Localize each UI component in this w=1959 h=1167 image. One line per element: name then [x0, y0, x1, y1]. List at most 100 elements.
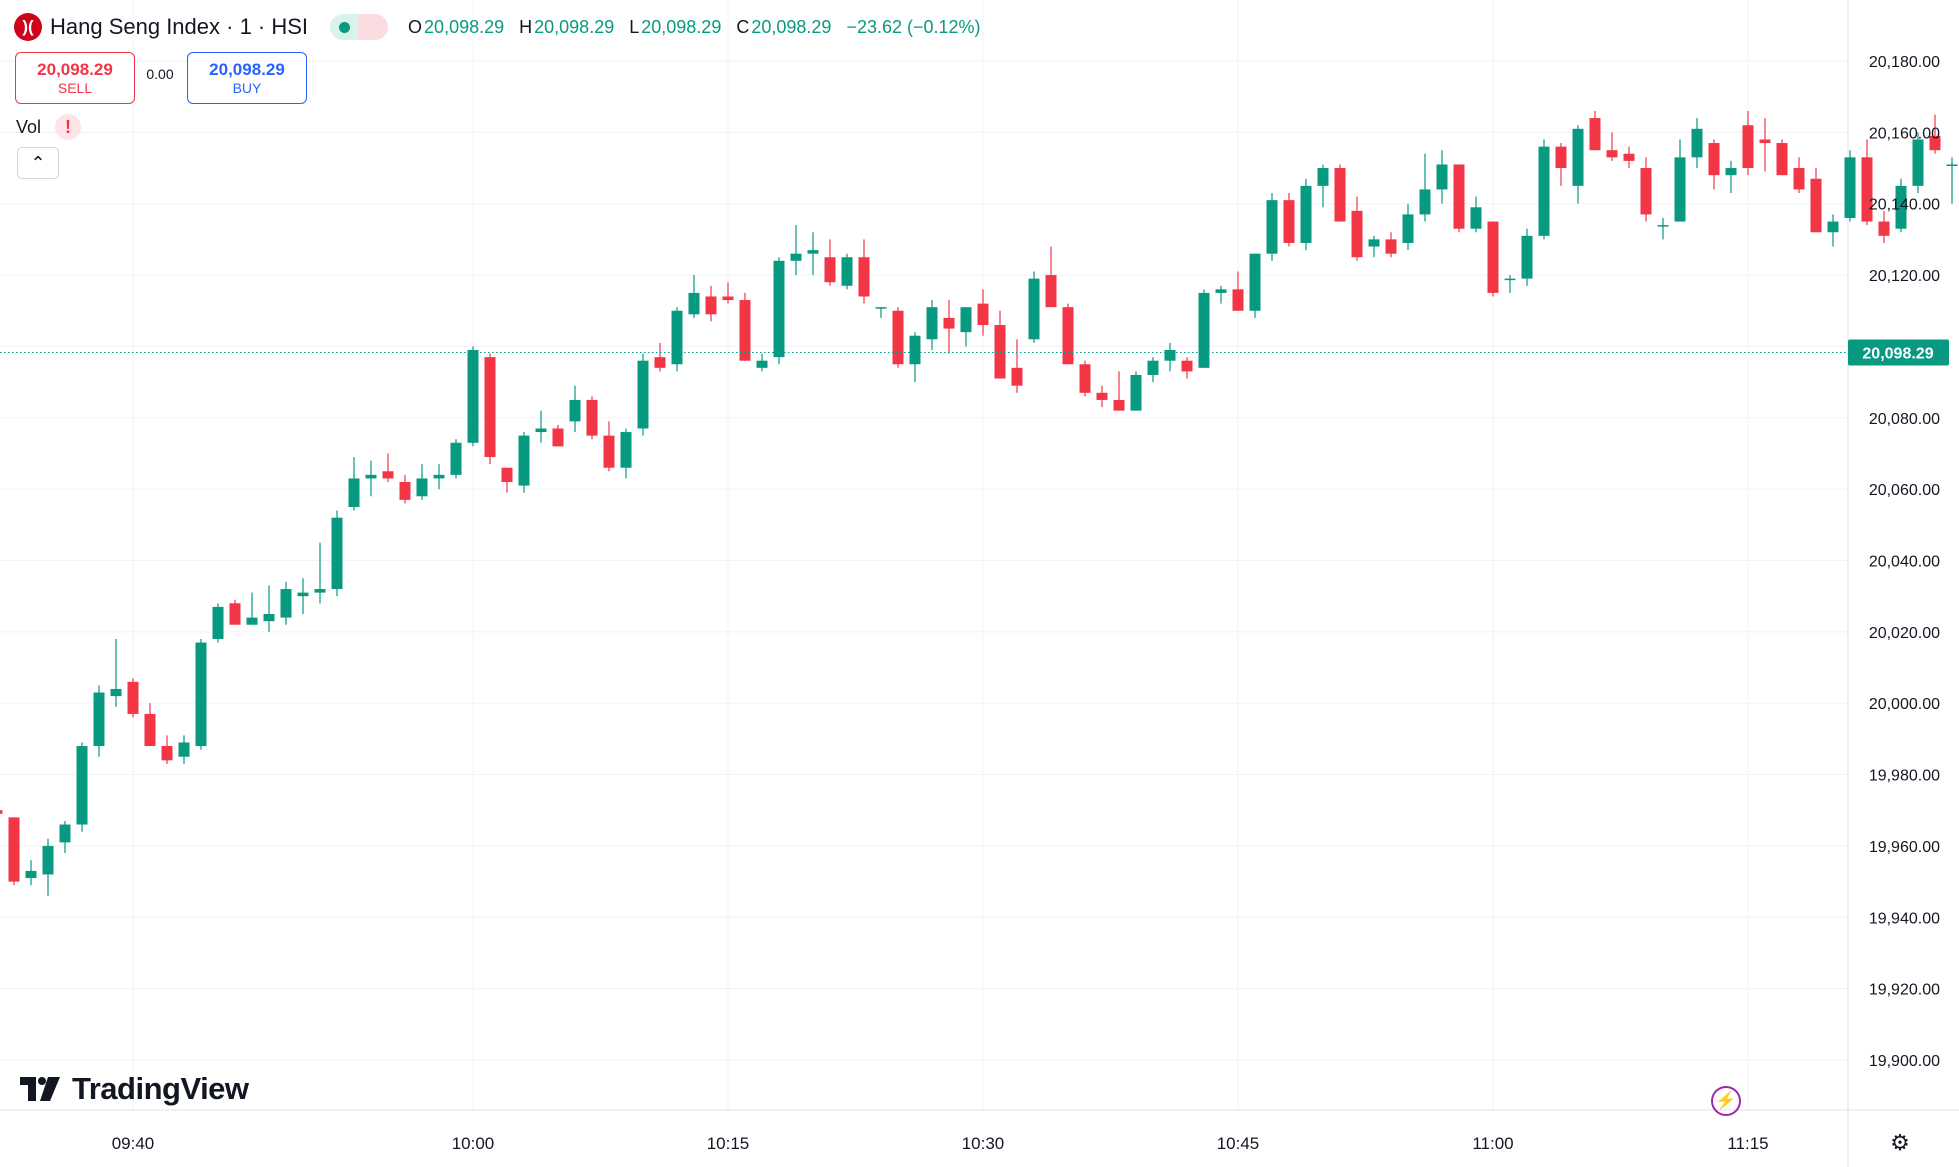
candle-body[interactable] [1385, 239, 1397, 254]
candle-body[interactable] [1555, 146, 1567, 169]
candle-body[interactable] [501, 467, 513, 483]
candle-body[interactable] [1198, 292, 1210, 368]
candle-body[interactable] [518, 435, 530, 486]
candle-body[interactable] [705, 296, 717, 315]
candle-body[interactable] [1028, 278, 1040, 340]
candle-body[interactable] [824, 257, 836, 283]
candle-body[interactable] [161, 746, 173, 761]
candle-body[interactable] [1708, 143, 1720, 176]
candle-body[interactable] [1606, 150, 1618, 158]
candle-body[interactable] [382, 471, 394, 479]
candle-body[interactable] [1742, 125, 1754, 169]
candle-body[interactable] [1725, 168, 1737, 176]
candle-body[interactable] [1351, 210, 1363, 258]
candle-body[interactable] [1895, 185, 1907, 229]
candle-body[interactable] [1130, 374, 1142, 411]
candle-body[interactable] [1759, 139, 1771, 144]
candle-body[interactable] [1419, 189, 1431, 215]
candle-body[interactable] [960, 307, 972, 333]
market-open-icon[interactable] [330, 14, 359, 40]
candle-body[interactable] [1589, 118, 1601, 151]
candle-body[interactable] [212, 606, 224, 639]
candle-body[interactable] [25, 870, 37, 879]
candle-body[interactable] [297, 592, 309, 597]
candle-body[interactable] [858, 257, 870, 297]
candle-body[interactable] [93, 692, 105, 747]
candle-body[interactable] [1147, 360, 1159, 375]
candle-body[interactable] [331, 517, 343, 590]
candle-body[interactable] [1572, 128, 1584, 186]
candle-body[interactable] [229, 603, 241, 625]
candle-body[interactable] [433, 474, 445, 479]
candle-body[interactable] [1232, 289, 1244, 311]
candle-body[interactable] [1861, 157, 1873, 222]
candle-body[interactable] [1436, 164, 1448, 190]
candle-body[interactable] [739, 300, 751, 361]
candle-body[interactable] [688, 292, 700, 315]
candle-body[interactable] [994, 325, 1006, 379]
candle-body[interactable] [722, 296, 734, 301]
candle-body[interactable] [76, 746, 88, 825]
candle-body[interactable] [926, 307, 938, 340]
candle-body[interactable] [484, 357, 496, 458]
candle-body[interactable] [1079, 364, 1091, 393]
candle-body[interactable] [1487, 221, 1499, 293]
candle-body[interactable] [1878, 221, 1890, 236]
candle-body[interactable] [1810, 178, 1822, 233]
candle-body[interactable] [42, 845, 54, 875]
candle-body[interactable] [0, 810, 3, 814]
candle-body[interactable] [654, 357, 666, 368]
candle-body[interactable] [348, 478, 360, 507]
candle-body[interactable] [1062, 307, 1074, 365]
candle-body[interactable] [875, 307, 887, 309]
buy-button[interactable]: 20,098.29 BUY [187, 52, 307, 104]
candle-body[interactable] [1453, 164, 1465, 229]
candle-body[interactable] [1538, 146, 1550, 236]
candle-body[interactable] [144, 713, 156, 747]
candle-body[interactable] [263, 614, 275, 622]
lightning-icon[interactable]: ⚡ [1711, 1086, 1741, 1116]
candle-body[interactable] [246, 617, 258, 625]
candle-body[interactable] [620, 432, 632, 468]
candle-body[interactable] [365, 474, 377, 479]
candle-body[interactable] [1402, 214, 1414, 243]
candle-body[interactable] [977, 303, 989, 326]
candle-body[interactable] [59, 824, 71, 843]
candle-body[interactable] [1691, 128, 1703, 158]
candle-body[interactable] [535, 428, 547, 433]
candle-body[interactable] [416, 478, 428, 497]
candle-body[interactable] [1096, 392, 1108, 400]
candle-body[interactable] [1164, 349, 1176, 361]
candle-body[interactable] [450, 442, 462, 475]
candle-body[interactable] [1283, 200, 1295, 243]
candle-body[interactable] [1215, 289, 1227, 293]
candle-body[interactable] [637, 360, 649, 429]
candle-body[interactable] [790, 253, 802, 261]
candle-body[interactable] [841, 257, 853, 286]
candle-body[interactable] [1674, 157, 1686, 222]
candle-body[interactable] [807, 250, 819, 254]
candle-body[interactable] [1827, 221, 1839, 233]
candle-body[interactable] [586, 399, 598, 436]
candle-body[interactable] [1776, 143, 1788, 176]
candle-body[interactable] [1368, 239, 1380, 247]
candle-body[interactable] [1640, 168, 1652, 215]
delayed-data-icon[interactable] [358, 14, 389, 40]
candle-body[interactable] [1929, 135, 1941, 151]
candle-body[interactable] [1011, 367, 1023, 386]
candle-body[interactable] [892, 310, 904, 365]
tradingview-logo[interactable]: TradingView [20, 1071, 249, 1107]
candle-body[interactable] [569, 399, 581, 422]
candle-body[interactable] [1521, 235, 1533, 279]
warning-icon[interactable]: ! [55, 114, 82, 140]
candle-body[interactable] [1623, 153, 1635, 161]
candle-body[interactable] [1844, 157, 1856, 218]
candle-body[interactable] [1946, 164, 1958, 166]
candle-body[interactable] [1181, 360, 1193, 372]
candle-body[interactable] [1504, 278, 1516, 281]
candle-body[interactable] [1317, 168, 1329, 186]
candle-body[interactable] [1912, 139, 1924, 186]
candle-body[interactable] [1793, 168, 1805, 190]
candle-body[interactable] [314, 589, 326, 593]
candle-body[interactable] [8, 817, 20, 882]
